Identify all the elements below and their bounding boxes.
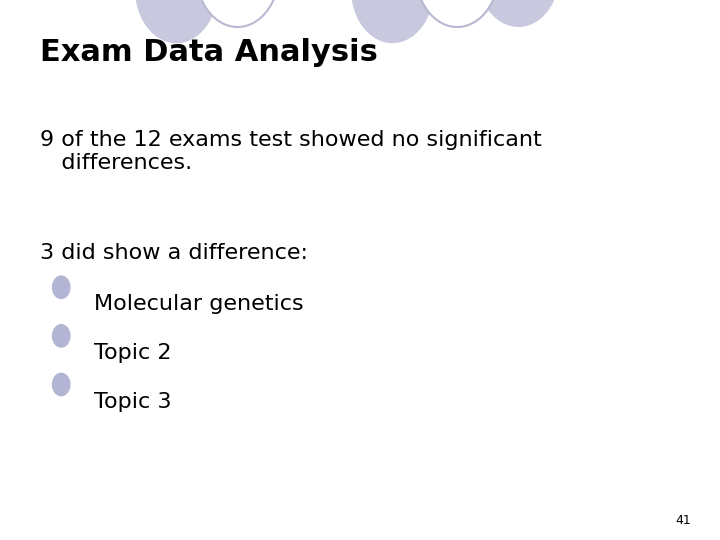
Ellipse shape: [477, 0, 560, 27]
Text: 41: 41: [675, 514, 691, 526]
Ellipse shape: [52, 324, 71, 348]
Text: 9 of the 12 exams test showed no significant
   differences.: 9 of the 12 exams test showed no signifi…: [40, 130, 541, 173]
Ellipse shape: [135, 0, 218, 43]
Ellipse shape: [52, 373, 71, 396]
Ellipse shape: [196, 0, 279, 27]
Text: Molecular genetics: Molecular genetics: [94, 294, 303, 314]
Text: Topic 2: Topic 2: [94, 343, 171, 363]
Ellipse shape: [416, 0, 498, 27]
Text: Exam Data Analysis: Exam Data Analysis: [40, 38, 377, 67]
Ellipse shape: [52, 275, 71, 299]
Text: 3 did show a difference:: 3 did show a difference:: [40, 243, 307, 263]
Ellipse shape: [351, 0, 433, 43]
Text: Topic 3: Topic 3: [94, 392, 171, 411]
